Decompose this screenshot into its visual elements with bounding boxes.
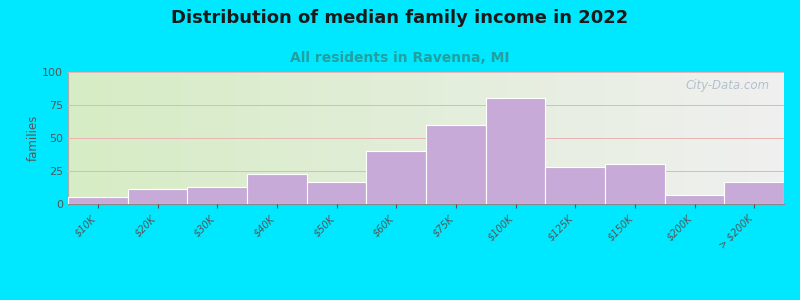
Bar <box>546 167 605 204</box>
Text: Distribution of median family income in 2022: Distribution of median family income in … <box>171 9 629 27</box>
Bar <box>306 182 366 204</box>
Bar <box>724 182 784 204</box>
Bar <box>68 197 128 204</box>
Bar <box>247 174 306 204</box>
Text: City-Data.com: City-Data.com <box>686 79 770 92</box>
Bar <box>426 125 486 204</box>
Bar <box>187 187 247 204</box>
Bar <box>486 98 546 204</box>
Bar <box>665 195 724 204</box>
Bar <box>366 151 426 204</box>
Y-axis label: families: families <box>26 115 39 161</box>
Bar <box>128 190 187 204</box>
Bar <box>605 164 665 204</box>
Text: All residents in Ravenna, MI: All residents in Ravenna, MI <box>290 51 510 65</box>
